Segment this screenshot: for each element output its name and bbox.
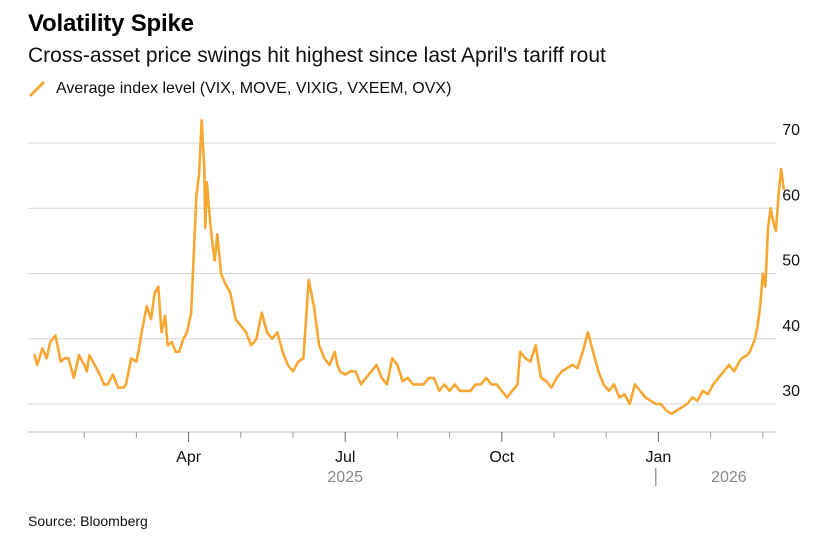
year-label: 2026 [711, 469, 747, 486]
y-tick-label: 30 [782, 383, 800, 400]
y-tick-label: 70 [782, 122, 800, 139]
y-tick-label: 50 [782, 253, 800, 270]
gridlines [28, 142, 776, 405]
legend: Average index level (VIX, MOVE, VIXIG, V… [28, 80, 451, 98]
y-axis: 30 40 50 60 70 [782, 122, 800, 400]
source-note: Source: Bloomberg [28, 513, 148, 529]
year-label: 2025 [327, 469, 363, 486]
x-tick-label: Jan [646, 449, 672, 466]
chart-subtitle: Cross-asset price swings hit highest sin… [28, 44, 606, 67]
x-axis: Apr Jul Oct Jan 2025 2026 [28, 431, 776, 486]
legend-label: Average index level (VIX, MOVE, VIXIG, V… [56, 80, 452, 97]
legend-line-icon [29, 81, 45, 97]
series-line-average-index [33, 118, 786, 416]
x-tick-label: Jul [335, 449, 355, 466]
x-tick-label: Apr [176, 449, 202, 466]
series-group [33, 118, 786, 416]
y-tick-label: 60 [782, 187, 800, 204]
x-tick-label: Oct [489, 449, 514, 466]
y-tick-label: 40 [782, 318, 800, 335]
chart-title: Volatility Spike [28, 10, 194, 37]
